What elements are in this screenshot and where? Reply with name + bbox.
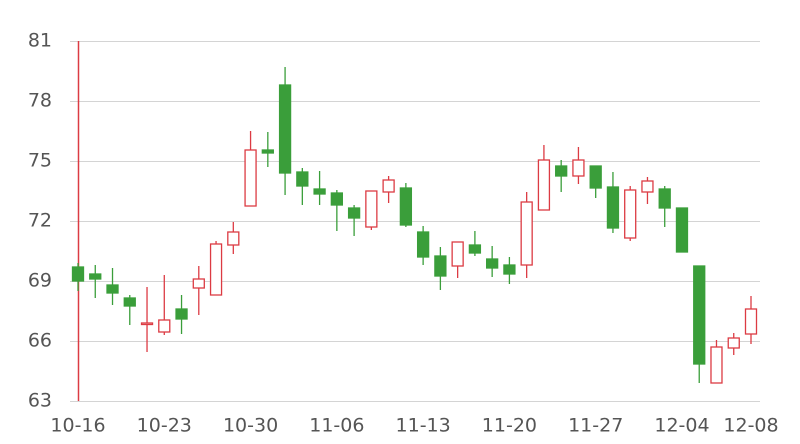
candle-body: [486, 258, 499, 269]
candle-body: [261, 149, 274, 154]
candle-body: [278, 84, 292, 174]
candle-body: [227, 231, 240, 246]
candle-body: [89, 273, 102, 280]
candle-body: [744, 308, 758, 335]
candle-body: [382, 179, 395, 193]
candle-body: [658, 188, 671, 209]
candle-body: [572, 159, 585, 177]
y-tick-label: 75: [28, 150, 52, 172]
candle-body: [624, 189, 637, 239]
y-tick-label: 81: [28, 30, 52, 52]
y-tick-label: 78: [28, 90, 52, 112]
candle-body: [520, 201, 533, 266]
candle-body: [589, 165, 602, 189]
x-tick-label: 11-20: [482, 415, 537, 437]
candle-body: [244, 149, 257, 207]
candle-body: [693, 265, 706, 365]
candle-body: [158, 319, 171, 333]
candle-body: [675, 207, 689, 253]
y-tick-label: 69: [28, 270, 52, 292]
candle-body: [106, 284, 119, 294]
candle-body: [727, 337, 740, 349]
candle-body: [71, 266, 85, 282]
x-tick-label: 11-06: [309, 415, 364, 437]
x-tick-label: 10-16: [50, 415, 105, 437]
x-tick-label: 10-23: [137, 415, 192, 437]
candle-body: [330, 192, 343, 206]
candle-body: [140, 322, 154, 326]
candle-body: [468, 244, 482, 254]
candle-body: [296, 171, 309, 187]
x-tick-label: 10-30: [223, 415, 278, 437]
y-tick-label: 63: [28, 390, 52, 412]
candle-body: [606, 186, 620, 229]
candle-body: [434, 255, 447, 277]
candle-body: [503, 264, 516, 275]
candle-body: [537, 159, 551, 211]
candle-body: [555, 165, 568, 177]
candle-body: [209, 243, 223, 296]
x-tick-label: 11-13: [396, 415, 451, 437]
candle-body: [192, 278, 205, 289]
candle-body: [313, 188, 326, 195]
x-tick-label: 12-08: [723, 415, 778, 437]
candle-body: [451, 241, 464, 267]
candle-body: [710, 346, 723, 384]
y-tick-label: 72: [28, 210, 52, 232]
candle-body: [365, 190, 378, 228]
y-tick-label: 66: [28, 330, 52, 352]
candle-body: [416, 231, 430, 258]
candle-body: [399, 187, 413, 226]
candle-body: [641, 180, 654, 193]
candle-body: [347, 207, 361, 219]
candle-body: [175, 308, 188, 320]
candle-body: [123, 297, 136, 307]
x-tick-label: 12-04: [654, 415, 709, 437]
x-tick-label: 11-27: [568, 415, 623, 437]
